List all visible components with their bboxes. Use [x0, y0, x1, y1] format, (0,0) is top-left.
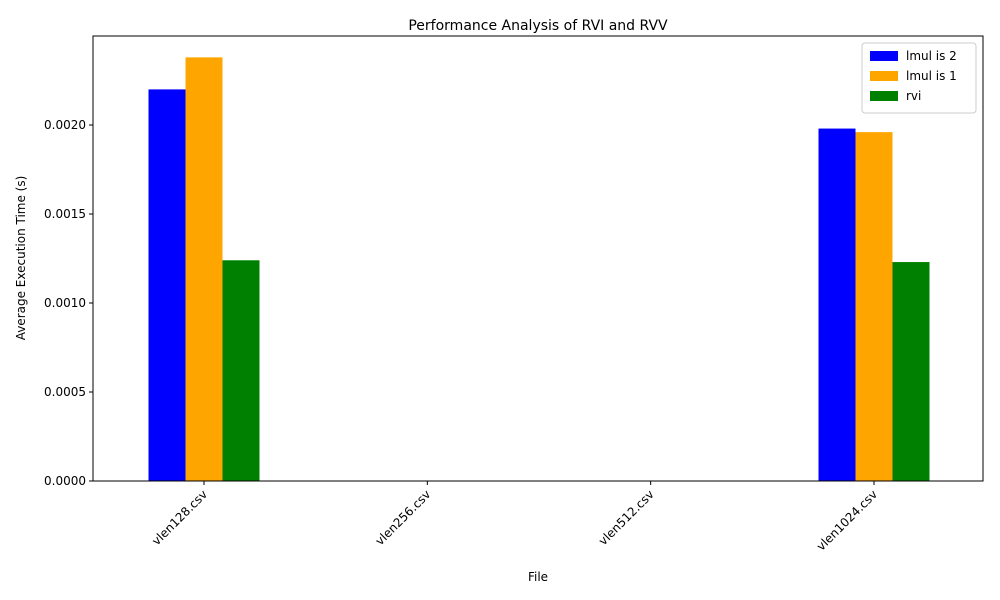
bar	[222, 260, 260, 481]
y-axis: 0.0000 0.0005 0.0010 0.0015 0.0020	[44, 118, 93, 488]
legend: lmul is 2 lmul is 1 rvi	[861, 42, 977, 114]
y-tick-label: 0.0015	[44, 207, 86, 221]
legend-label: lmul is 2	[906, 49, 957, 63]
y-tick-label: 0.0000	[44, 474, 86, 488]
legend-label: lmul is 1	[906, 69, 957, 83]
bars-layer	[148, 57, 930, 482]
legend-label: rvi	[906, 89, 921, 103]
legend-swatch	[870, 51, 898, 61]
y-tick-label: 0.0010	[44, 296, 86, 310]
plot-frame	[92, 35, 984, 482]
bar	[892, 262, 930, 481]
x-tick-label: vlen128.csv	[149, 487, 210, 548]
y-tick-label: 0.0005	[44, 385, 86, 399]
x-axis: vlen128.csv vlen256.csv vlen512.csv vlen102…	[149, 481, 880, 554]
legend-swatch	[870, 91, 898, 101]
y-axis-label: Average Execution Time (s)	[14, 176, 28, 341]
x-axis-label: File	[528, 570, 548, 584]
y-tick-label: 0.0020	[44, 118, 86, 132]
legend-swatch	[870, 71, 898, 81]
x-tick-label: vlen1024.csv	[814, 487, 880, 553]
chart-title: Performance Analysis of RVI and RVV	[408, 18, 668, 34]
bar	[185, 57, 223, 482]
bar	[818, 128, 856, 481]
bar	[148, 89, 186, 482]
bar	[855, 132, 893, 481]
x-tick-label: vlen256.csv	[373, 487, 434, 548]
x-tick-label: vlen512.csv	[596, 487, 657, 548]
